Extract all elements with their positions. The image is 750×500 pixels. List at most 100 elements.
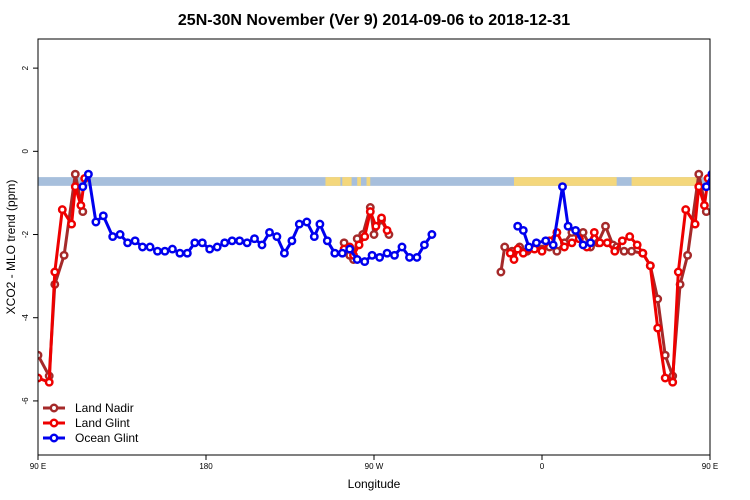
land-ocean-band xyxy=(38,177,710,186)
data-point xyxy=(701,182,710,192)
data-point xyxy=(197,238,207,248)
data-point xyxy=(365,207,375,217)
data-point xyxy=(352,255,362,264)
data-point xyxy=(412,252,422,262)
data-point xyxy=(50,267,60,277)
data-point xyxy=(563,221,573,231)
data-point xyxy=(360,232,370,242)
data-point xyxy=(724,213,730,219)
data-point xyxy=(586,238,595,248)
x-tick-label: 180 xyxy=(199,462,213,471)
x-tick-label: 0 xyxy=(540,462,545,471)
data-point xyxy=(57,205,67,215)
data-point xyxy=(44,377,54,387)
data-point xyxy=(38,373,43,383)
data-point xyxy=(98,211,108,221)
data-point xyxy=(567,238,577,248)
data-point xyxy=(160,246,170,256)
data-point xyxy=(78,182,88,192)
y-axis: -6 -4 -2 0 2 xyxy=(21,65,38,404)
data-point xyxy=(382,248,392,258)
series-line xyxy=(704,174,710,188)
data-point xyxy=(632,240,642,250)
data-point xyxy=(559,242,569,252)
series-land-nadir xyxy=(38,169,710,381)
data-point xyxy=(524,242,534,252)
y-tick-label: 0 xyxy=(21,149,30,154)
data-point xyxy=(509,255,519,264)
data-point xyxy=(190,238,200,248)
data-point xyxy=(578,227,588,237)
data-point xyxy=(250,234,259,244)
data-point xyxy=(397,242,407,252)
y-tick-label: -2 xyxy=(21,230,30,238)
data-point xyxy=(419,240,429,250)
data-point xyxy=(541,236,551,246)
x-axis: 90 E 180 90 W 0 90 E xyxy=(30,455,718,471)
series-line xyxy=(38,172,85,378)
data-point xyxy=(287,236,297,246)
data-point xyxy=(59,250,69,260)
x-tick-label: 90 E xyxy=(30,462,46,471)
data-point xyxy=(578,240,588,250)
data-point xyxy=(558,182,567,192)
data-point xyxy=(683,250,693,260)
chart-title: 25N-30N November (Ver 9) 2014-09-06 to 2… xyxy=(178,12,570,29)
data-point xyxy=(595,238,605,248)
data-point xyxy=(589,227,599,237)
data-point xyxy=(537,246,547,256)
data-point xyxy=(390,250,399,260)
data-point xyxy=(70,182,80,192)
data-point xyxy=(265,227,274,237)
data-point xyxy=(619,246,629,256)
land-band-segment xyxy=(366,177,371,186)
y-tick-label: -4 xyxy=(21,314,30,322)
data-point xyxy=(167,244,177,254)
data-point xyxy=(294,219,304,229)
data-point xyxy=(377,213,386,223)
legend-label: Land Glint xyxy=(75,416,130,430)
series-layer xyxy=(38,169,739,387)
data-point xyxy=(309,232,319,242)
data-point xyxy=(531,238,541,248)
data-point xyxy=(123,238,133,248)
data-point xyxy=(83,169,93,179)
x-axis-label: Longitude xyxy=(348,477,401,491)
series-line xyxy=(509,178,710,384)
data-point xyxy=(505,248,515,258)
data-point xyxy=(660,373,670,383)
y-tick-label: 2 xyxy=(21,65,30,70)
x-tick-label: 90 E xyxy=(702,462,718,471)
land-band-segment xyxy=(357,177,361,186)
data-point xyxy=(257,240,267,250)
data-point xyxy=(673,267,683,277)
data-point xyxy=(500,242,510,252)
data-point xyxy=(360,257,370,267)
series-ocean-glint xyxy=(78,169,739,267)
legend-label: Land Nadir xyxy=(75,401,134,415)
data-point xyxy=(145,242,155,252)
data-point xyxy=(638,248,648,258)
data-point xyxy=(627,246,637,256)
data-point xyxy=(108,232,118,242)
legend-marker xyxy=(49,433,59,443)
y-tick-label: -6 xyxy=(21,397,30,405)
data-point xyxy=(330,248,340,258)
data-point xyxy=(279,248,289,258)
data-point xyxy=(694,182,704,192)
data-point xyxy=(130,236,140,246)
data-point xyxy=(371,221,381,231)
data-point xyxy=(337,248,347,258)
data-point xyxy=(38,350,43,360)
data-point xyxy=(733,233,739,239)
data-point xyxy=(668,377,678,387)
data-point xyxy=(242,238,252,248)
data-point xyxy=(369,230,379,239)
data-point xyxy=(76,200,86,210)
data-point xyxy=(382,225,392,235)
data-point xyxy=(694,169,704,179)
data-point xyxy=(690,219,700,229)
data-point xyxy=(699,200,709,210)
data-point xyxy=(153,246,162,256)
